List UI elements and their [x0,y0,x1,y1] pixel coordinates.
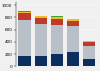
Bar [67,26,79,52]
Bar [83,59,95,66]
Bar [35,16,47,18]
Bar [51,24,63,54]
Bar [51,16,63,17]
Bar [67,19,79,21]
Bar [83,46,95,59]
Bar [35,24,47,56]
Bar [18,13,31,20]
Bar [51,19,63,24]
Bar [18,56,31,66]
Bar [51,17,63,19]
Bar [18,12,31,13]
Bar [83,41,95,42]
Bar [18,11,31,12]
Bar [35,18,47,24]
Bar [35,56,47,66]
Bar [67,21,79,26]
Bar [67,52,79,66]
Bar [51,54,63,66]
Bar [83,42,95,46]
Bar [18,20,31,56]
